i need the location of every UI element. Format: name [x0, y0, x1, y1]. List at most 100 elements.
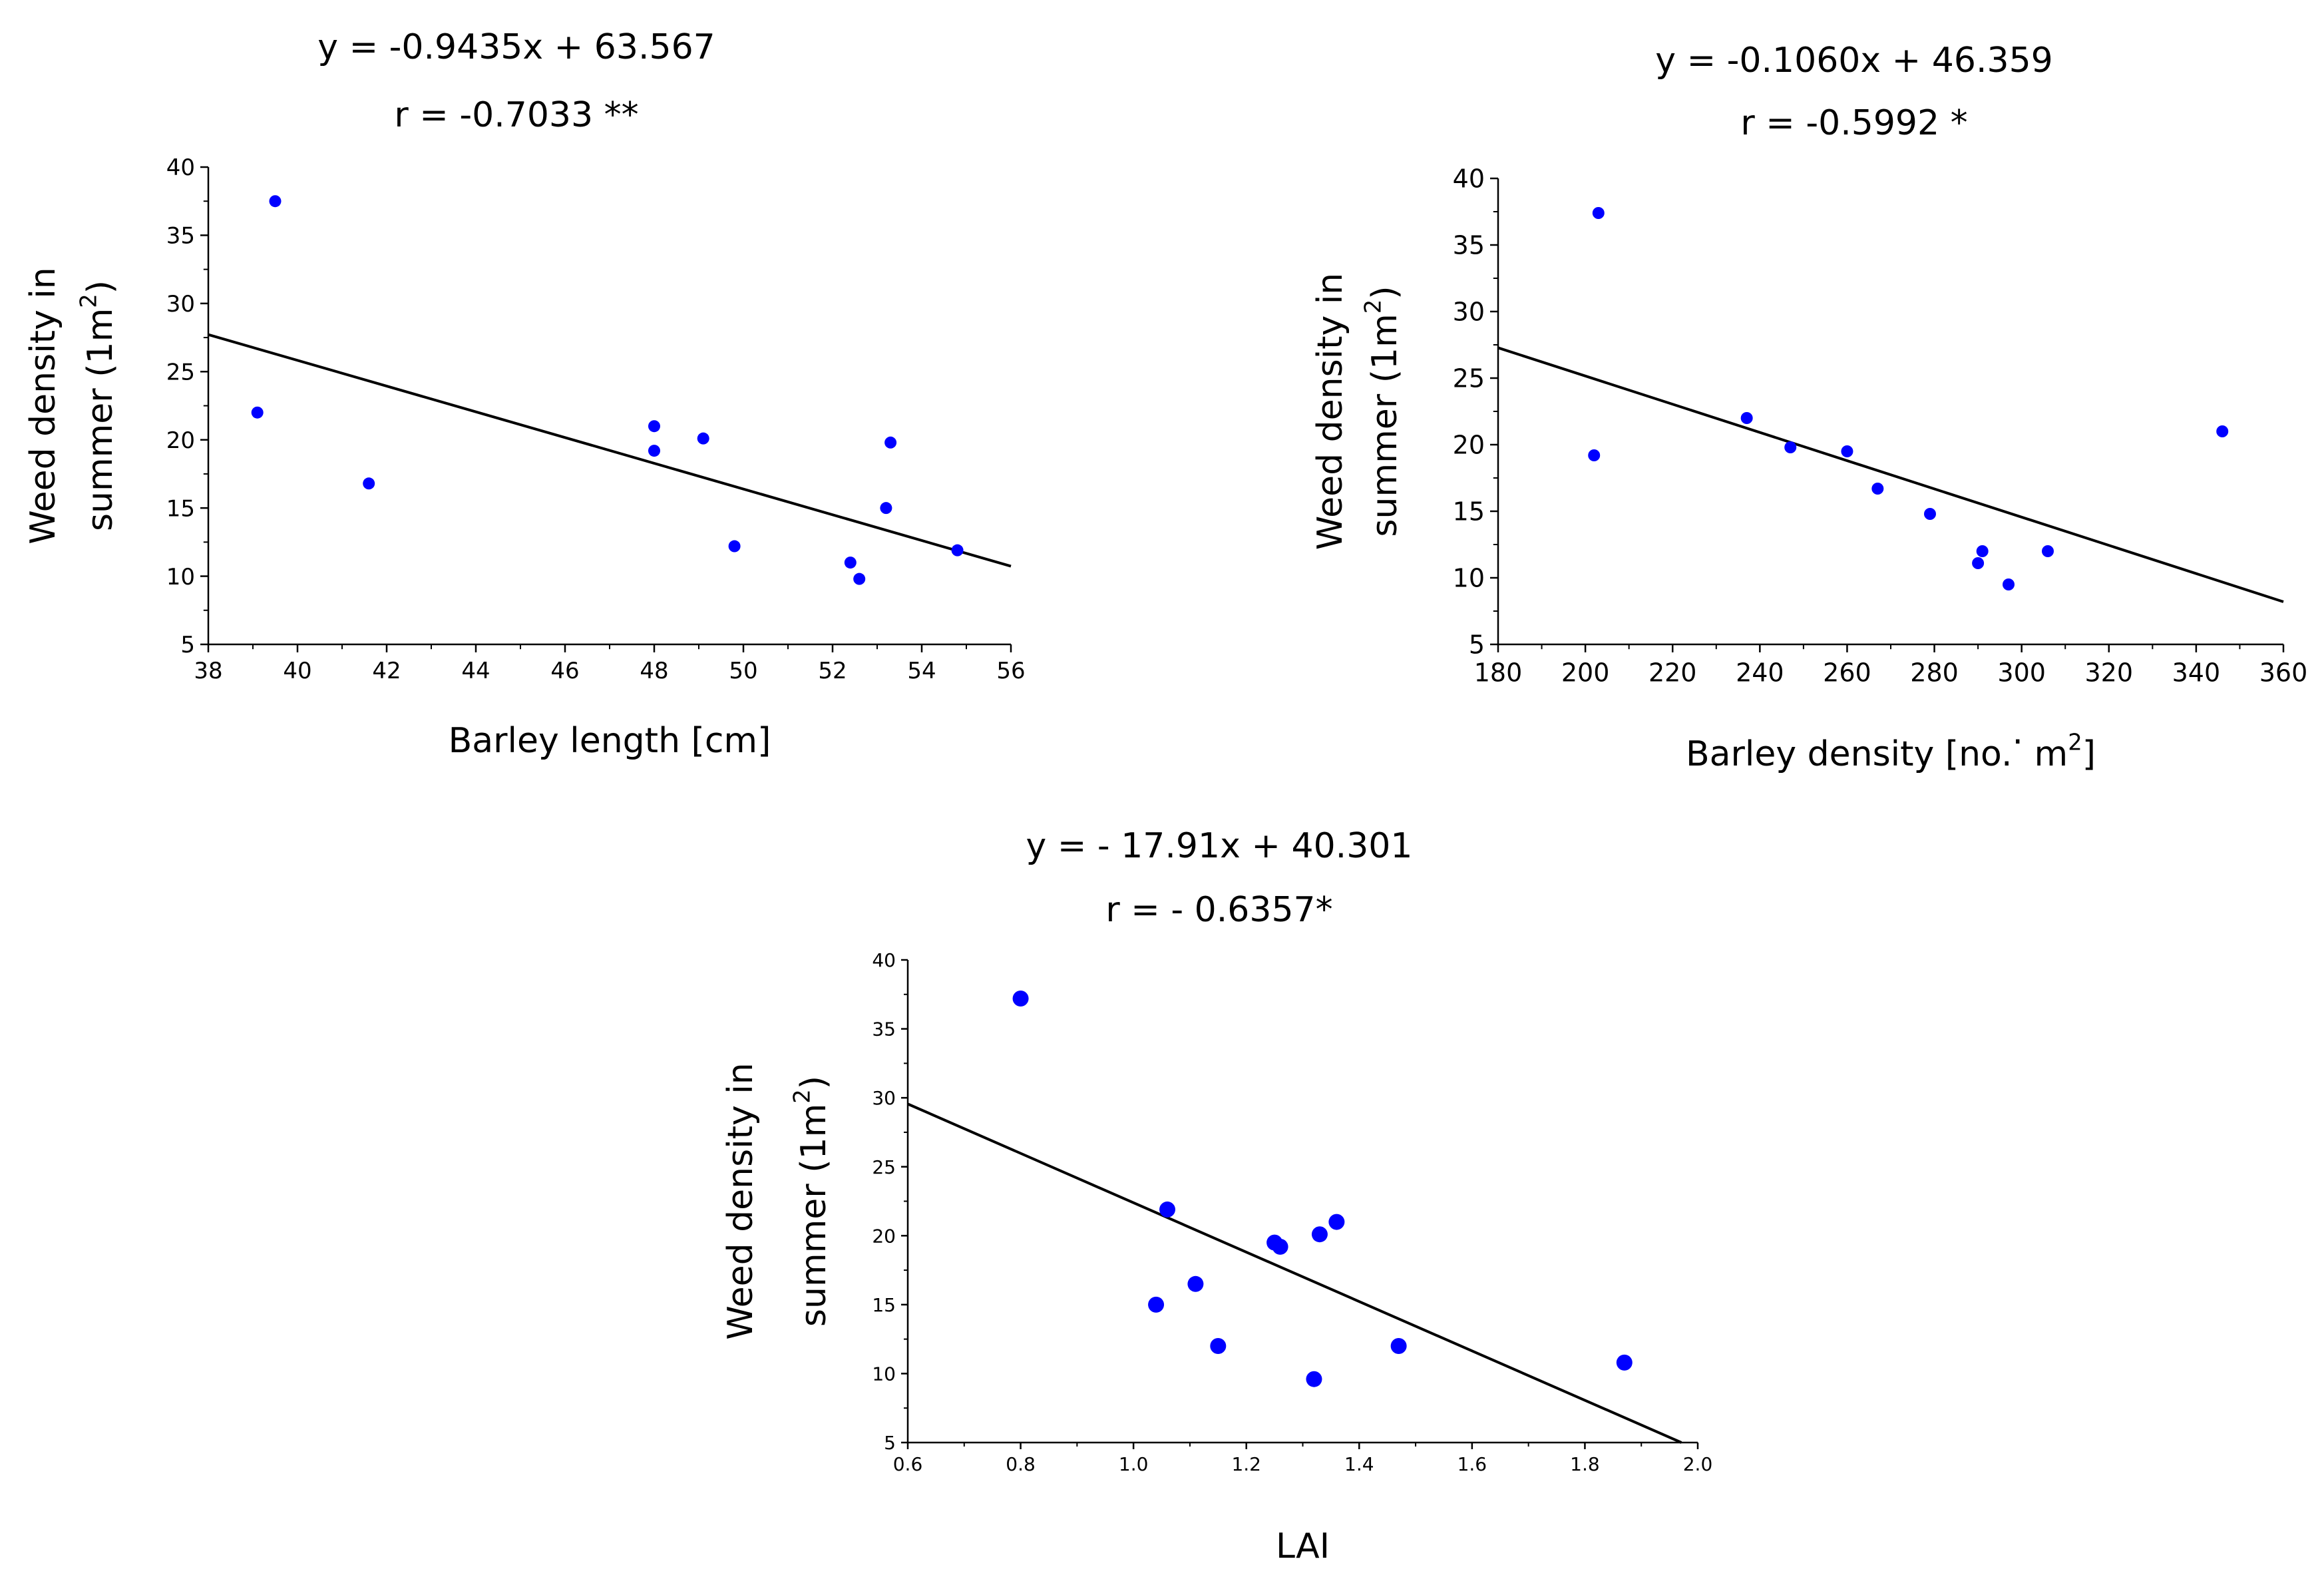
y-tick-label: 30: [166, 291, 195, 318]
data-point: [2216, 425, 2229, 437]
x-tick-label: 1.0: [1119, 1453, 1149, 1475]
regression-line: [907, 1102, 1682, 1444]
x-tick-label: 56: [996, 658, 1025, 684]
chart-subtitle: r = -0.5992 *: [1740, 103, 1967, 143]
data-point: [1390, 1338, 1407, 1354]
chart-1: y = -0.9435x + 63.567 r = -0.7033 ** 38 40 4…: [23, 27, 1026, 761]
y-tick-label: 40: [166, 154, 195, 181]
x-tick-label: 50: [729, 658, 757, 684]
y-tick-label: 20: [166, 427, 195, 454]
x-tick-label: 1.6: [1457, 1453, 1487, 1475]
data-point: [1306, 1371, 1322, 1387]
data-point: [1976, 545, 1989, 557]
x-axis-label: Barley density [no.· m2]: [1686, 722, 2096, 774]
chart-title: y = -0.9435x + 63.567: [317, 27, 715, 67]
y-tick-label: 25: [872, 1156, 896, 1178]
data-point: [648, 445, 660, 457]
y-tick-label: 40: [1453, 164, 1485, 194]
data-point: [1012, 991, 1029, 1007]
regression-line: [208, 333, 1012, 568]
x-tick-label: 2.0: [1683, 1453, 1713, 1475]
y-tick-label: 40: [872, 949, 896, 971]
x-tick-label: 320: [2085, 658, 2134, 688]
x-tick-label: 180: [1474, 658, 1523, 688]
data-point: [1159, 1201, 1176, 1218]
x-tick-label: 240: [1736, 658, 1784, 688]
data-point: [1588, 449, 1601, 461]
y-axis-label-line2: summer (1m2): [1360, 286, 1405, 537]
data-point: [648, 420, 660, 433]
y-tick-label: 20: [1453, 431, 1485, 460]
data-point: [1311, 1226, 1328, 1243]
x-tick-label: 48: [640, 658, 668, 684]
x-tick-label: 38: [194, 658, 222, 684]
data-point: [2042, 545, 2054, 557]
chart-2: y = -0.1060x + 46.359 r = -0.5992 * 180 200…: [1310, 41, 2307, 774]
data-point: [1871, 483, 1884, 495]
data-point: [1972, 557, 1985, 569]
x-tick-label: 0.6: [893, 1453, 923, 1475]
data-point: [269, 195, 282, 208]
x-axis-label: LAI: [1276, 1526, 1330, 1566]
chart-title: y = -0.1060x + 46.359: [1655, 41, 2052, 81]
data-point: [1328, 1214, 1345, 1230]
y-tick-label: 30: [1453, 298, 1485, 327]
x-tick-label: 1.8: [1570, 1453, 1600, 1475]
y-tick-label: 15: [166, 495, 195, 522]
data-point: [1187, 1275, 1204, 1292]
regression-line: [1497, 346, 2284, 603]
chart-title: y = - 17.91x + 40.301: [1026, 826, 1413, 866]
data-point: [728, 540, 741, 553]
data-point: [1272, 1238, 1288, 1255]
y-axis-label-line2: summer (1m2): [76, 280, 120, 531]
data-point: [2003, 578, 2015, 590]
y-tick-label: 30: [872, 1087, 896, 1109]
y-axis-label-line1: Weed density in: [721, 1062, 761, 1339]
x-tick-label: 340: [2172, 658, 2221, 688]
y-axis-label-line2: summer (1m2): [789, 1076, 834, 1327]
data-point: [1740, 412, 1753, 424]
data-point: [1924, 508, 1936, 520]
y-tick-label: 35: [166, 223, 195, 250]
y-tick-label: 35: [1453, 231, 1485, 260]
x-tick-label: 46: [550, 658, 579, 684]
data-point: [1210, 1338, 1227, 1354]
x-axis-label: Barley length [cm]: [449, 721, 771, 761]
y-tick-label: 10: [166, 564, 195, 590]
data-point: [1784, 441, 1797, 453]
x-tick-label: 52: [818, 658, 847, 684]
y-axis-label-line1: Weed density in: [1310, 273, 1350, 550]
x-tick-label: 44: [461, 658, 490, 684]
y-axis-label-line1: Weed density in: [23, 267, 63, 544]
y-tick-label: 20: [872, 1225, 896, 1247]
data-point: [363, 477, 375, 490]
x-tick-label: 0.8: [1006, 1453, 1036, 1475]
chart-subtitle: r = -0.7033 **: [394, 95, 638, 135]
data-point: [844, 557, 857, 569]
data-point: [1616, 1354, 1633, 1371]
data-point: [1592, 207, 1605, 219]
data-point: [697, 432, 709, 445]
y-tick-label: 10: [872, 1363, 896, 1385]
x-tick-label: 42: [372, 658, 401, 684]
y-tick-label: 25: [1453, 364, 1485, 393]
y-tick-label: 35: [872, 1018, 896, 1040]
x-tick-label: 1.4: [1344, 1453, 1374, 1475]
x-tick-label: 220: [1648, 658, 1697, 688]
data-point: [251, 406, 264, 419]
x-tick-label: 300: [1997, 658, 2046, 688]
x-tick-label: 1.2: [1231, 1453, 1261, 1475]
x-tick-label: 40: [283, 658, 311, 684]
x-tick-label: 54: [907, 658, 936, 684]
data-point: [951, 544, 964, 557]
chart-subtitle: r = - 0.6357*: [1105, 890, 1332, 930]
data-point: [1841, 445, 1853, 457]
data-point: [853, 572, 866, 585]
x-tick-label: 260: [1823, 658, 1871, 688]
x-tick-label: 200: [1561, 658, 1610, 688]
chart-3: y = - 17.91x + 40.301 r = - 0.6357* 0.6 0.8…: [721, 826, 1712, 1566]
data-point: [884, 436, 897, 449]
y-tick-label: 25: [166, 359, 195, 386]
y-tick-label: 5: [180, 632, 195, 658]
